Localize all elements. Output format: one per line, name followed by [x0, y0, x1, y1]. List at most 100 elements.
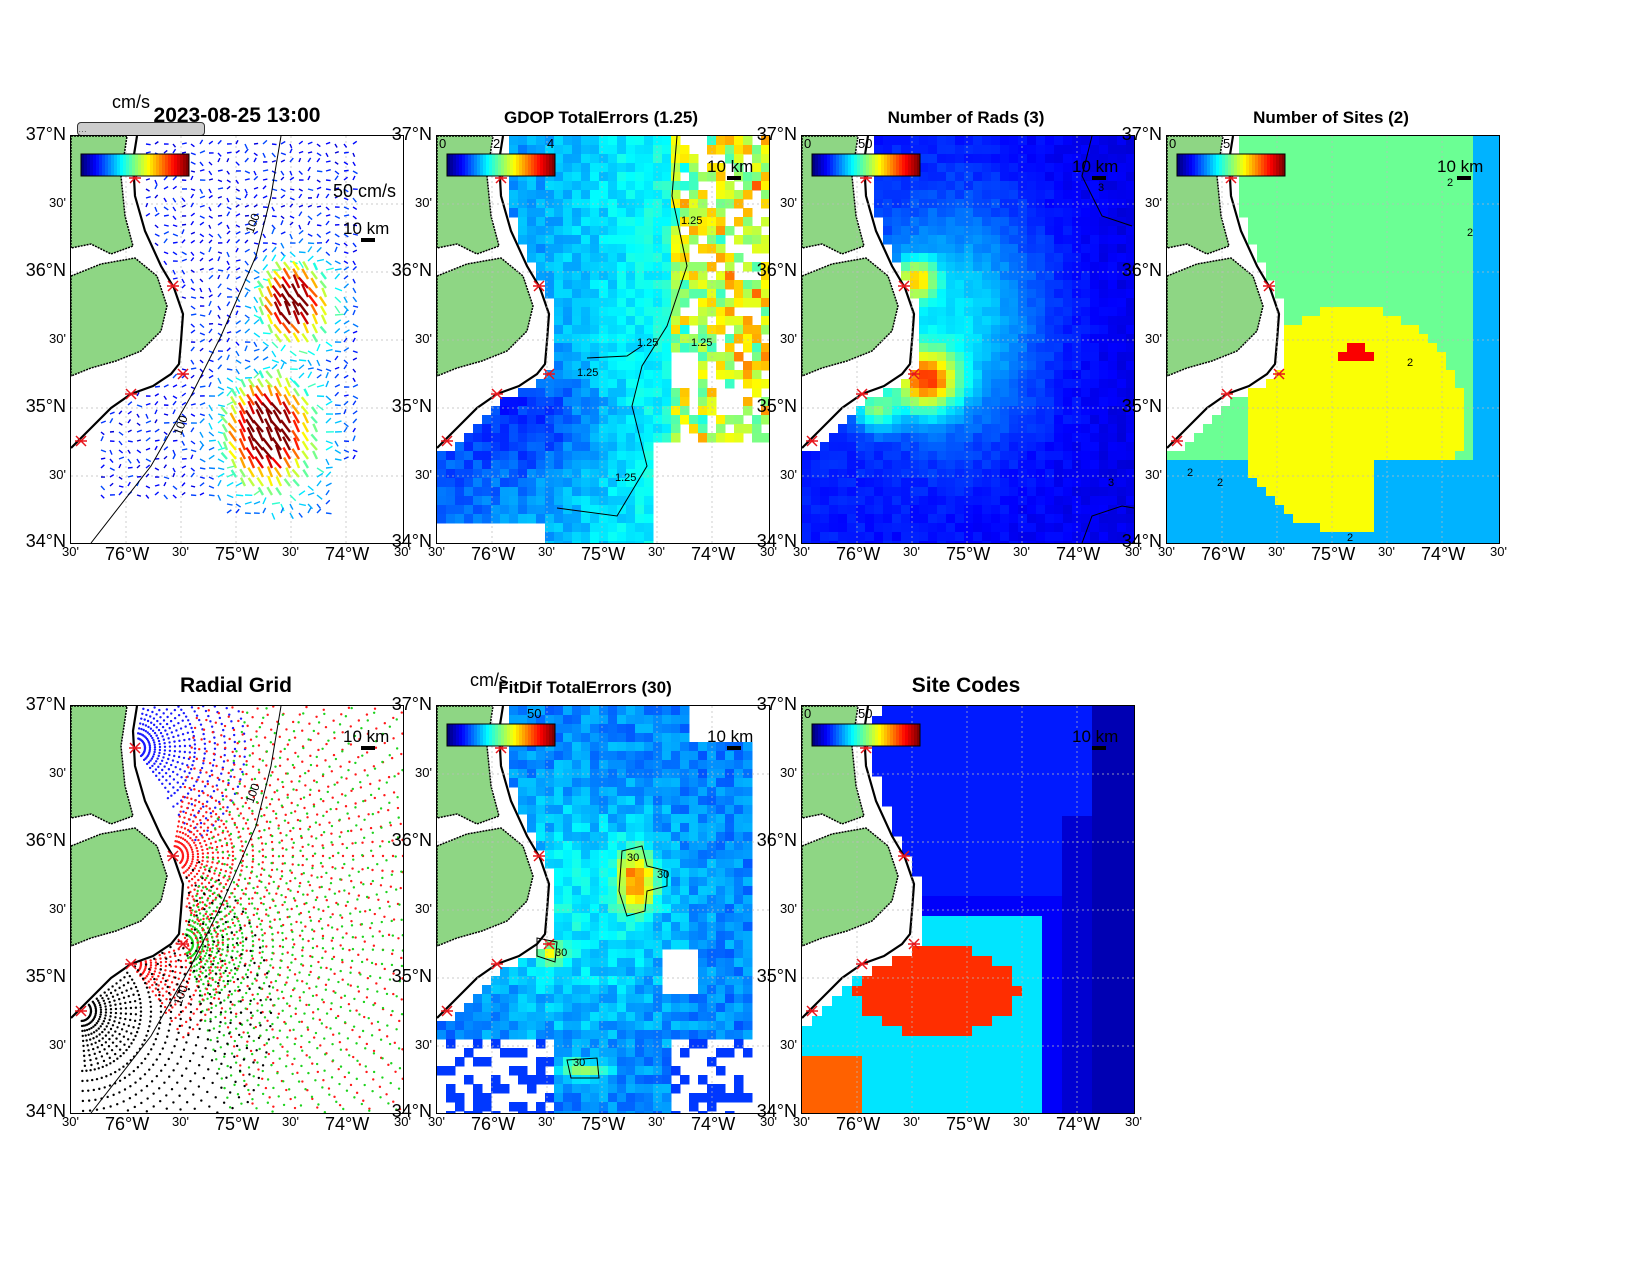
lat-tick-label: 34°N — [391, 1101, 432, 1121]
scale-bar-label: 10 km — [343, 219, 389, 238]
lat-tick-label: 35°N — [1121, 396, 1162, 416]
lon-tick-label: 30' — [282, 1114, 299, 1129]
isobath-100m: 100 100 — [90, 136, 282, 543]
site-marker — [543, 368, 555, 380]
lon-tick-label: 30' — [1378, 544, 1395, 559]
lat-tick-label: 36°N — [391, 830, 432, 850]
lat-tick-label: 30' — [49, 1037, 66, 1052]
lat-tick-label: 36°N — [756, 260, 797, 280]
contour-line — [556, 136, 688, 517]
scale-bar-label: 10 km — [1072, 157, 1118, 176]
lat-tick-label: 34°N — [25, 1101, 66, 1121]
lon-tick-label: 76°W — [471, 544, 516, 564]
lat-tick-label: 35°N — [756, 396, 797, 416]
lon-tick-label: 76°W — [105, 1114, 150, 1134]
contour-label: 2 — [1347, 532, 1353, 543]
scale-bar: 10 km — [707, 727, 753, 750]
colorbar: 50 — [446, 706, 556, 747]
scale-bar: 10 km — [343, 219, 389, 242]
lon-tick-label: 30' — [760, 544, 777, 559]
site-marker — [1263, 280, 1275, 292]
contour-label: 2 — [1467, 227, 1473, 239]
contour-label: 3 — [1098, 182, 1104, 194]
lat-tick-label: 30' — [1145, 467, 1162, 482]
isobath-label: 100 — [243, 781, 263, 805]
lat-tick-label: 30' — [49, 901, 66, 916]
scale-bar-label: 10 km — [343, 727, 389, 746]
lat-tick-label: 37°N — [756, 124, 797, 144]
land-group — [71, 706, 189, 1019]
lat-tick-label: 35°N — [391, 966, 432, 986]
graticule — [437, 136, 769, 543]
site-marker — [167, 850, 179, 862]
mainland-south — [71, 827, 168, 947]
site-marker — [908, 938, 920, 950]
lat-tick-label: 30' — [415, 195, 432, 210]
colorbar-tick: 0 — [804, 706, 811, 721]
contour-label: 1.25 — [615, 472, 636, 484]
lon-tick-label: 75°W — [581, 1114, 626, 1134]
lat-tick-label: 30' — [780, 1037, 797, 1052]
mainland-south — [1167, 257, 1264, 377]
lat-tick-label: 30' — [415, 901, 432, 916]
scale-bar: 10 km — [1072, 157, 1118, 180]
lat-tick-label: 35°N — [756, 966, 797, 986]
contour-labels: 2 2 2 2 2 2 — [1187, 177, 1473, 543]
map-frame: 100 100 10 km — [70, 135, 404, 544]
lon-tick-label: 30' — [282, 544, 299, 559]
site-marker — [806, 1005, 818, 1017]
site-marker — [533, 280, 545, 292]
panel-title: Number of Rads (3) — [887, 108, 1045, 127]
scale-bar: 10 km — [707, 157, 753, 180]
lon-tick-label: 75°W — [1311, 544, 1356, 564]
site-marker — [441, 435, 453, 447]
lat-tick-label: 30' — [780, 765, 797, 780]
mainland-south — [437, 257, 534, 377]
map-frame: 2 2 2 2 2 2 0 5 10 km — [1166, 135, 1500, 544]
colorbar-tick: 0 — [1169, 136, 1176, 151]
lon-tick-label: 30' — [394, 544, 411, 559]
colorbar: 0 2 4 — [439, 136, 556, 177]
lon-tick-label: 75°W — [215, 1114, 260, 1134]
site-marker — [1273, 368, 1285, 380]
lon-tick-label: 30' — [1125, 544, 1142, 559]
lat-tick-label: 34°N — [756, 531, 797, 551]
site-marker — [1221, 388, 1233, 400]
scale-bar-label: 10 km — [707, 157, 753, 176]
contour-label: 2 — [1217, 477, 1223, 489]
scale-bar: 10 km — [343, 727, 389, 750]
lon-tick-label: 76°W — [471, 1114, 516, 1134]
lon-tick-label: 76°W — [836, 1114, 881, 1134]
graticule — [437, 706, 769, 1113]
isobath-label: 100 — [171, 983, 191, 1007]
site-marker — [856, 958, 868, 970]
coastline — [71, 706, 185, 1019]
map-canvas: 100 100 10 km — [71, 706, 403, 1113]
overprinted-labels: … — [77, 122, 205, 136]
lon-tick-label: 30' — [793, 1114, 810, 1129]
lon-tick-label: 30' — [172, 1114, 189, 1129]
lon-tick-label: 74°W — [691, 1114, 736, 1134]
graticule — [802, 706, 1134, 1113]
colorbar-tick: 0 — [439, 136, 446, 151]
contour-label: 30 — [573, 1057, 585, 1069]
lon-tick-label: 30' — [648, 544, 665, 559]
map-frame: 1.25 1.25 1.25 1.25 1.25 0 2 4 10 km — [436, 135, 770, 544]
lat-tick-label: 30' — [49, 467, 66, 482]
contour-label: 30 — [627, 852, 639, 864]
lat-tick-label: 36°N — [25, 260, 66, 280]
map-frame: 30 30 30 30 50 10 km — [436, 705, 770, 1114]
lon-tick-label: 30' — [428, 544, 445, 559]
lon-tick-label: 75°W — [215, 544, 260, 564]
site-marker — [441, 1005, 453, 1017]
panel-title: Radial Grid — [179, 674, 293, 697]
contour-label: 2 — [1407, 357, 1413, 369]
lat-tick-label: 35°N — [391, 396, 432, 416]
lon-tick-label: 74°W — [325, 544, 370, 564]
scale-bar: 10 km — [1072, 727, 1118, 750]
colorbar-tick: 5 — [1223, 136, 1230, 151]
lon-tick-label: 74°W — [1421, 544, 1466, 564]
lat-tick-label: 36°N — [25, 830, 66, 850]
lat-tick-label: 34°N — [391, 531, 432, 551]
